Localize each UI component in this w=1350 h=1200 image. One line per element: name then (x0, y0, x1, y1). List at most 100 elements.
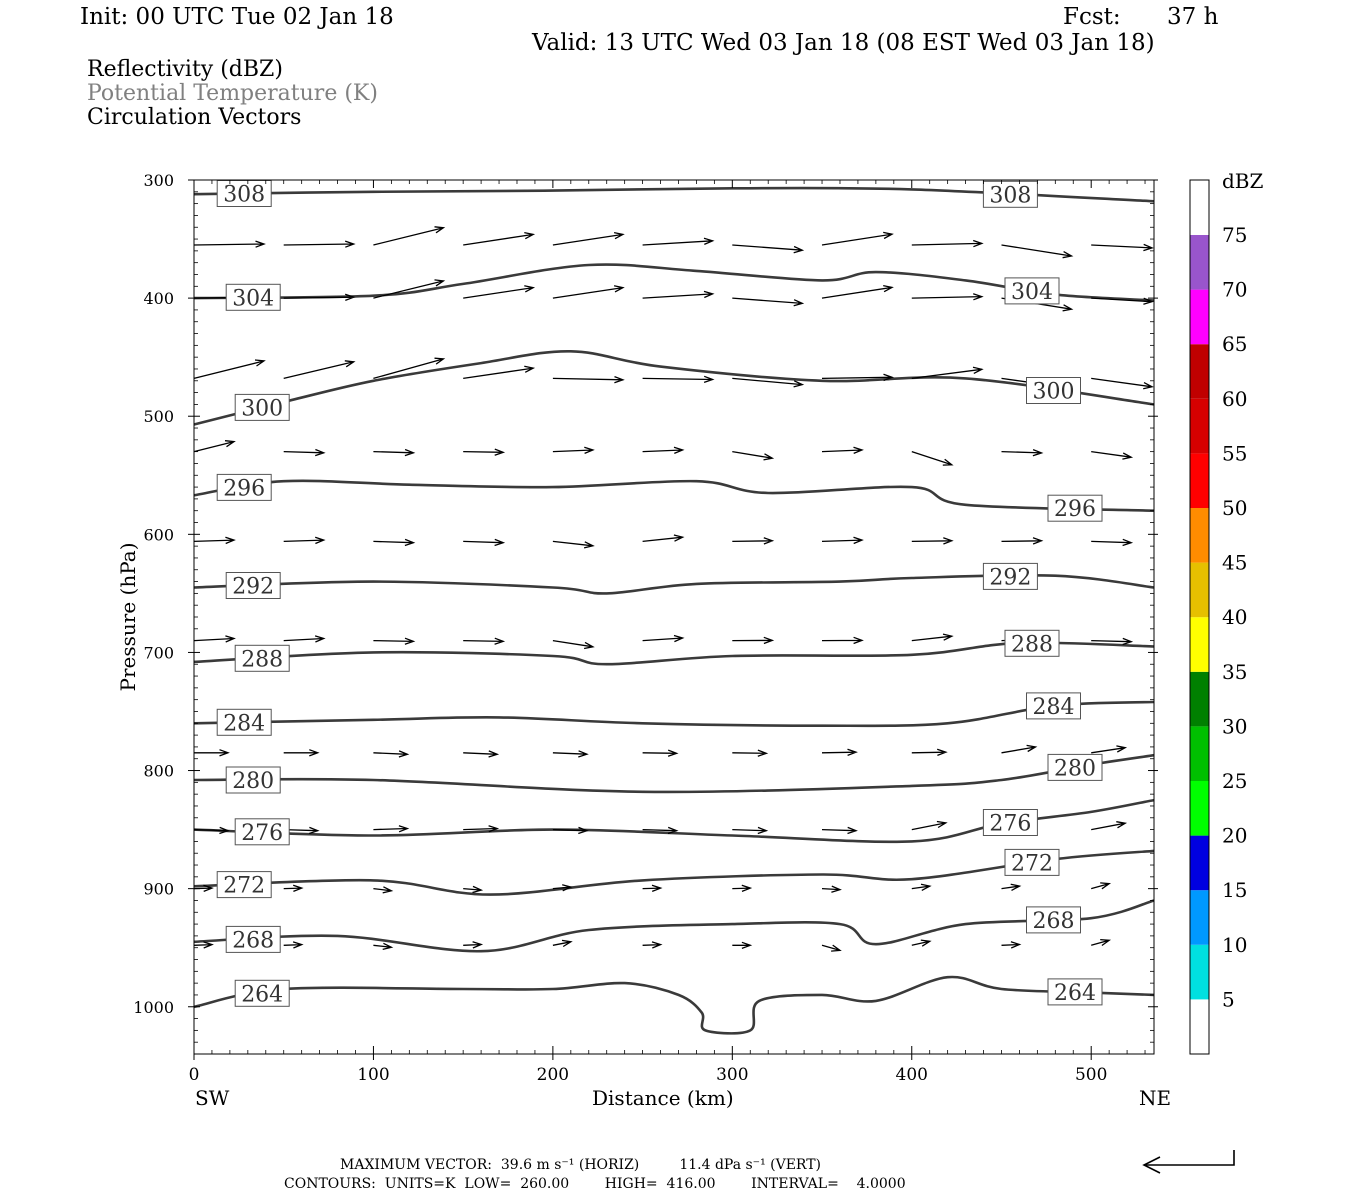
svg-text:268: 268 (1033, 909, 1075, 934)
circulation-vector (193, 359, 266, 380)
colorbar-frame (1189, 179, 1210, 1055)
circulation-vector (642, 634, 685, 643)
circulation-vector (283, 536, 326, 545)
colorbar-segment (1190, 671, 1209, 727)
colorbar-segment (1190, 289, 1209, 345)
y-tick-label: 700 (143, 643, 174, 662)
contour-label-272: 272 (1004, 848, 1060, 876)
colorbar-segment (1190, 562, 1209, 618)
circulation-vector (1091, 821, 1128, 831)
svg-text:268: 268 (232, 928, 274, 953)
svg-text:300: 300 (241, 396, 283, 421)
circulation-vector (911, 239, 984, 248)
circulation-vector (911, 450, 954, 466)
x-tick-label: 0 (189, 1065, 200, 1085)
reference-vector-arrow (1144, 1150, 1235, 1166)
circulation-vector (1091, 538, 1134, 547)
contour-label-296: 296 (216, 473, 272, 501)
circulation-vector (193, 635, 236, 643)
colorbar-segment (1190, 453, 1209, 508)
colorbar-segment (1190, 617, 1209, 672)
circulation-vector (463, 637, 506, 645)
colorbar-segment (1190, 235, 1209, 290)
circulation-vector (552, 826, 589, 835)
contour-labels: 308 308 304 304 300 300 296 296 292 292 288 288 284 2… (216, 180, 1103, 1007)
circulation-vector (911, 293, 984, 301)
circulation-vector (732, 826, 769, 835)
circulation-vector (373, 279, 446, 299)
svg-text:264: 264 (1054, 981, 1096, 1006)
footer-max-vector: MAXIMUM VECTOR: 39.6 m s⁻¹ (HORIZ) 11.4 … (340, 1157, 822, 1173)
circulation-vector (373, 538, 416, 547)
svg-text:300: 300 (1033, 380, 1075, 405)
circulation-vector (552, 285, 625, 299)
circulation-vector (911, 537, 954, 545)
circulation-vector (821, 885, 842, 893)
circulation-vector (373, 357, 446, 380)
svg-text:308: 308 (223, 183, 265, 208)
circulation-vector (194, 749, 230, 757)
field-circulation-vectors: Circulation Vectors (87, 105, 302, 130)
contour-label-300: 300 (1026, 377, 1081, 405)
contour-label-280: 280 (1047, 753, 1103, 781)
circulation-vector (193, 826, 230, 835)
circulation-vector (283, 884, 304, 893)
contour-304 (193, 263, 1155, 302)
colorbar-label: 5 (1222, 987, 1235, 1011)
colorbar-segment (1190, 344, 1209, 399)
contour-label-296: 296 (1047, 494, 1103, 522)
colorbar-label: 25 (1222, 769, 1247, 793)
x-axis-left-end-label: SW (195, 1086, 230, 1110)
circulation-vector (552, 939, 573, 948)
footer-contours: CONTOURS: UNITS=K LOW= 260.00 HIGH= 416.… (284, 1176, 906, 1192)
colorbar-label: 40 (1222, 605, 1247, 629)
contour-label-276: 276 (234, 818, 290, 846)
circulation-vector (283, 240, 356, 248)
y-tick-label: 300 (143, 171, 174, 190)
circulation-vector (732, 297, 805, 307)
x-tick-label: 400 (896, 1065, 928, 1085)
colorbar-label: 35 (1222, 660, 1247, 684)
colorbar-segment (1190, 781, 1209, 836)
circulation-vector (1091, 745, 1128, 754)
circulation-vector (642, 290, 715, 299)
contour-276 (193, 798, 1155, 844)
contour-284 (193, 700, 1155, 728)
circulation-vector (1091, 450, 1134, 460)
y-tick-label: 500 (143, 407, 174, 426)
colorbar-unit: dBZ (1222, 169, 1264, 193)
svg-text:280: 280 (232, 769, 274, 794)
circulation-vector (283, 360, 356, 380)
circulation-vector (193, 536, 236, 545)
svg-text:308: 308 (989, 183, 1031, 208)
circulation-vector (821, 373, 894, 382)
svg-text:276: 276 (241, 821, 283, 846)
circulation-vector (373, 942, 394, 951)
circulation-vector (821, 536, 864, 545)
circulation-vector (373, 448, 416, 457)
contour-label-284: 284 (216, 708, 272, 736)
circulation-vector (1001, 883, 1022, 891)
circulation-vector (463, 231, 536, 246)
circulation-vector (821, 944, 842, 952)
x-tick-label: 500 (1075, 1065, 1107, 1085)
contour-label-276: 276 (982, 809, 1038, 837)
y-tick-label: 1000 (133, 998, 174, 1017)
circulation-vector (911, 939, 932, 947)
contour-label-268: 268 (225, 925, 281, 953)
y-tick-label: 400 (143, 289, 174, 308)
x-axis-right-end-label: NE (1139, 1086, 1172, 1110)
circulation-vector (642, 237, 715, 246)
circulation-vector (552, 750, 589, 758)
reference-vector-head (1142, 1156, 1161, 1174)
colorbar-segment (1190, 726, 1209, 781)
circulation-vector (552, 446, 595, 455)
circulation-vector (1091, 637, 1134, 646)
colorbar-label: 15 (1222, 878, 1247, 902)
colorbar-label: 65 (1222, 332, 1247, 356)
contour-label-284: 284 (1026, 692, 1081, 720)
colorbar-segment-below-5 (1190, 999, 1209, 1054)
x-axis-title: Distance (km) (592, 1086, 734, 1110)
contour-280 (193, 753, 1155, 794)
circulation-vectors (193, 226, 1154, 952)
